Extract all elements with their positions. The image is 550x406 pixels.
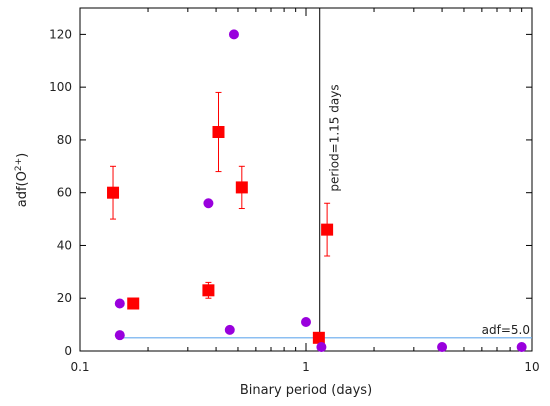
data-point-circle bbox=[203, 198, 214, 209]
reference-lines-layer: period=1.15 days adf=5.0 bbox=[119, 8, 532, 351]
ticks-layer: 0 20 40 60 80 100 120 0.1 1 10 bbox=[49, 8, 540, 374]
data-point-circle bbox=[224, 324, 235, 335]
data-point-square bbox=[235, 181, 248, 194]
data-point-circle bbox=[114, 298, 125, 309]
y-axis-label-main: adf(O bbox=[15, 171, 30, 207]
plot-frame bbox=[79, 7, 533, 352]
data-point-circle bbox=[114, 330, 125, 341]
y-axis-label-superscript: 2+ bbox=[14, 158, 24, 171]
y-tick-label: 60 bbox=[57, 186, 72, 200]
x-tick-label: 10 bbox=[524, 360, 539, 374]
period-reference-label: period=1.15 days bbox=[328, 84, 342, 191]
y-axis-label-end: ) bbox=[15, 153, 30, 158]
y-tick-label: 100 bbox=[49, 80, 72, 94]
y-tick-label: 80 bbox=[57, 133, 72, 147]
data-point-square bbox=[202, 284, 215, 297]
data-point-square bbox=[312, 331, 325, 344]
data-point-circle bbox=[316, 342, 327, 353]
y-tick-label: 0 bbox=[64, 344, 72, 358]
adf-reference-label: adf=5.0 bbox=[482, 323, 530, 337]
data-point-circle bbox=[301, 316, 311, 327]
data-point-circle bbox=[516, 342, 527, 353]
y-tick-label: 120 bbox=[49, 27, 72, 41]
data-point-circle bbox=[228, 29, 239, 40]
x-tick-label: 1 bbox=[302, 360, 310, 374]
x-axis-label: Binary period (days) bbox=[240, 383, 372, 398]
points-layer bbox=[107, 29, 527, 353]
x-tick-label: 0.1 bbox=[70, 360, 89, 374]
data-point-square bbox=[127, 297, 140, 310]
y-tick-label: 40 bbox=[57, 238, 72, 252]
data-point-circle bbox=[437, 342, 448, 353]
y-tick-label: 20 bbox=[57, 291, 72, 305]
data-point-square bbox=[107, 186, 120, 199]
data-point-square bbox=[321, 223, 334, 236]
y-axis-label: adf(O2+) bbox=[14, 153, 30, 207]
data-point-square bbox=[212, 126, 225, 139]
